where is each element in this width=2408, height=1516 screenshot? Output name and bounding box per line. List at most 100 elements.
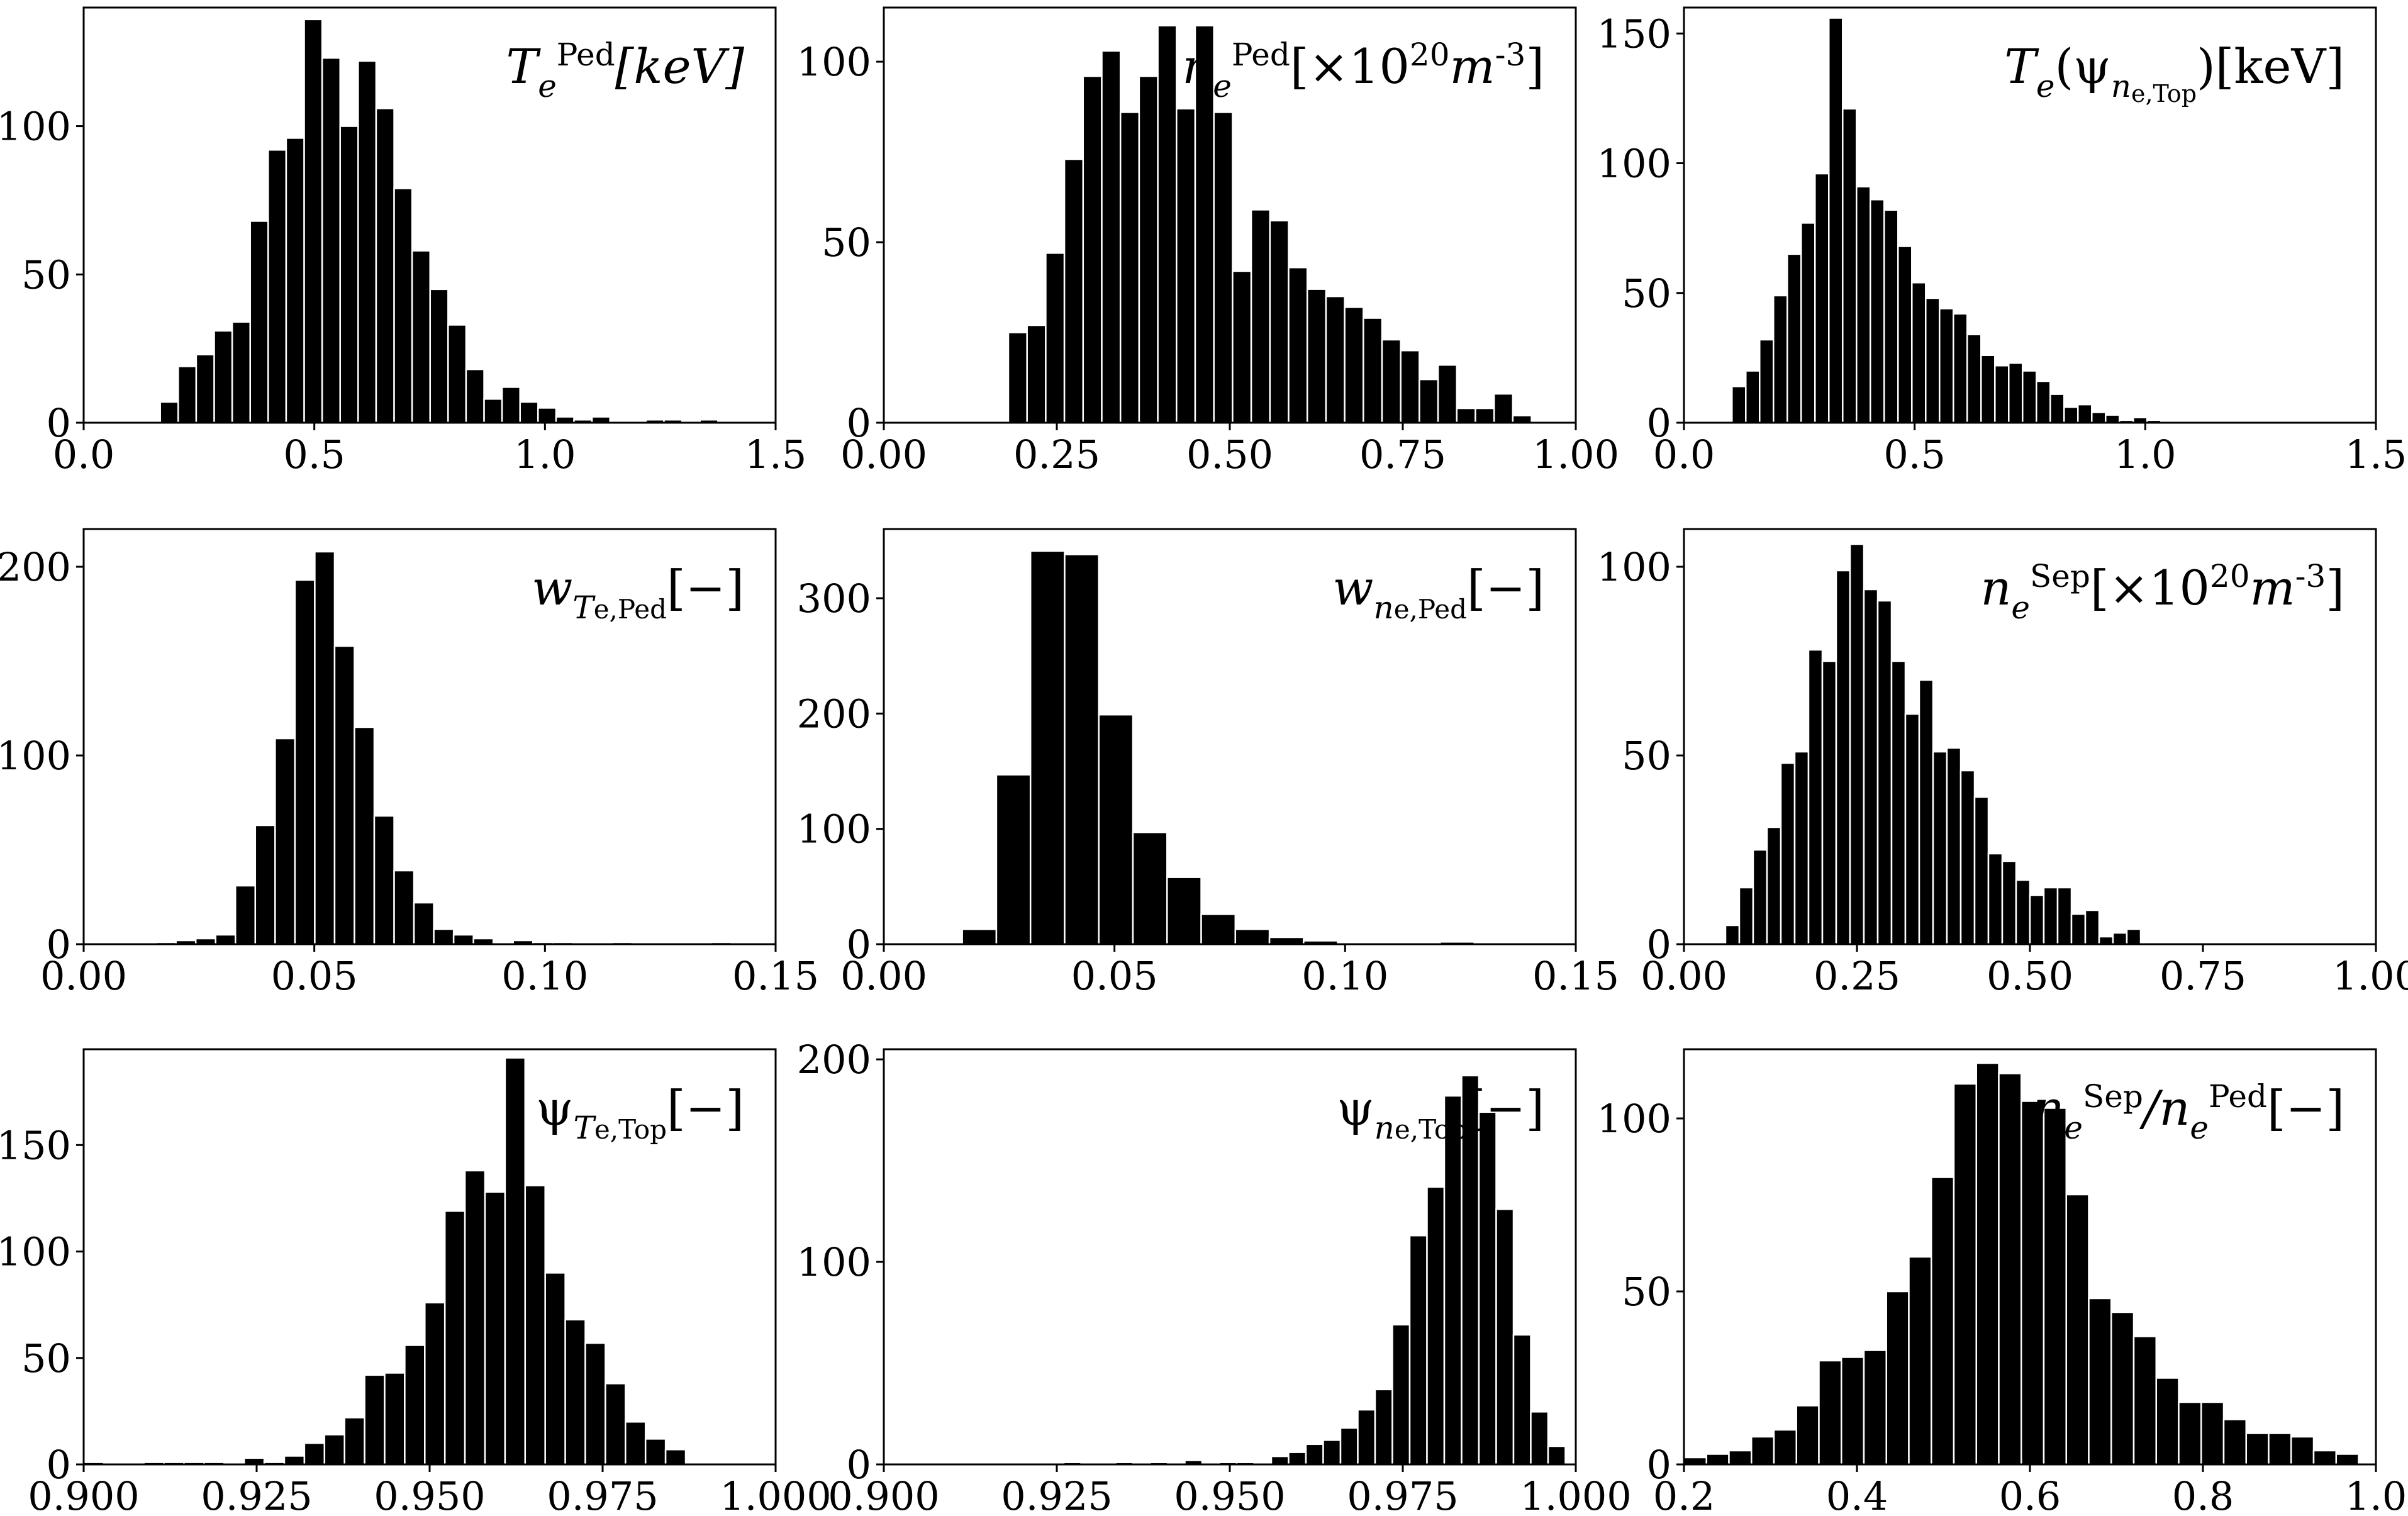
histogram-bar — [1268, 936, 1305, 945]
histogram-bar — [2110, 1311, 2135, 1466]
histogram-bar — [1166, 876, 1202, 945]
histogram-bar — [2084, 909, 2100, 945]
histogram-bar — [1029, 550, 1066, 945]
histogram-bar — [1512, 415, 1532, 424]
histogram-bar — [564, 1318, 586, 1466]
histogram-bar — [1939, 308, 1954, 424]
histogram-bar — [424, 1301, 446, 1466]
y-tick-label: 100 — [797, 39, 871, 85]
x-tick-label: 1.0 — [2114, 432, 2177, 477]
x-tick-label: 0.05 — [271, 953, 358, 999]
histogram-bar — [2268, 1432, 2292, 1466]
histogram-bar — [2335, 1453, 2360, 1466]
histogram-bar — [1876, 599, 1893, 945]
histogram-bar — [1828, 17, 1844, 424]
y-tick-label: 100 — [1597, 1096, 1671, 1142]
histogram-bar — [1101, 50, 1122, 424]
histogram-bar — [2200, 1401, 2225, 1466]
histogram-bar — [483, 398, 503, 424]
histogram-bar — [1759, 338, 1775, 424]
x-tick-label: 0.925 — [1001, 1473, 1113, 1516]
histogram-bar — [195, 354, 215, 424]
panel-title: TePed[keV] — [506, 36, 744, 104]
histogram-bar — [357, 60, 377, 424]
y-tick-label: 0 — [1647, 1442, 1671, 1488]
y-tick-label: 200 — [797, 691, 871, 737]
histogram-bar — [1766, 826, 1782, 945]
y-tick-label: 50 — [21, 1335, 71, 1381]
histogram-bar — [501, 386, 521, 424]
histogram-bar — [1495, 1208, 1515, 1466]
histogram-bar — [339, 125, 359, 424]
axes-frame — [82, 6, 777, 424]
histogram-bar — [1897, 245, 1913, 424]
x-tick-label: 1.00 — [2333, 953, 2408, 999]
histogram-bar — [1381, 338, 1402, 424]
histogram-bar — [447, 324, 467, 424]
histogram-bar — [1842, 108, 1858, 424]
panel-title: neSep/nePed[−] — [2033, 1078, 2344, 1146]
histogram-bar — [1849, 543, 1865, 945]
histogram-bar — [235, 884, 257, 945]
y-tick-label: 200 — [0, 544, 71, 590]
histogram-bar — [1443, 1095, 1463, 1466]
panel-title: Te(ψne,Top)[keV] — [2004, 38, 2344, 108]
histogram-bar — [2021, 1100, 2045, 1466]
histogram-panel-5: 0.00 0.05 0.10 0.15 0 100 200 300 wne,Ped[−] — [797, 528, 1619, 999]
x-tick-label: 0.0 — [1653, 432, 1715, 477]
histogram-bar — [1098, 713, 1134, 945]
histogram-bar — [267, 149, 287, 424]
histogram-bar — [1773, 1429, 1797, 1466]
x-tick-label: 0.5 — [1883, 432, 1946, 477]
histogram-bar — [364, 1374, 386, 1466]
panel-title: wne,Ped[−] — [1332, 560, 1544, 626]
histogram-bar — [303, 1442, 326, 1466]
y-tick-label: 100 — [0, 733, 71, 779]
histogram-bar — [1856, 186, 1871, 424]
histogram-bar — [1980, 354, 1996, 424]
x-tick-label: 0.00 — [40, 953, 127, 999]
histogram-bar — [1288, 266, 1308, 424]
y-tick-label: 0 — [1647, 400, 1671, 446]
histogram-bar — [2245, 1432, 2270, 1466]
histogram-bar — [294, 579, 316, 945]
histogram-bar — [1683, 1456, 1707, 1466]
panel-title: ψne,Top[−] — [1337, 1080, 1544, 1146]
histogram-panel-1: 0.0 0.5 1.0 1.5 0 50 100 TePed[keV] — [0, 6, 806, 477]
histogram-bar — [1786, 253, 1802, 424]
histogram-bar — [1270, 1455, 1290, 1466]
histogram-bar — [2001, 860, 2017, 945]
histogram-bar — [323, 1434, 345, 1466]
histogram-bar — [393, 869, 415, 945]
histogram-bar — [1132, 831, 1168, 945]
y-tick-label: 100 — [0, 1229, 71, 1275]
histogram-bar — [1426, 1186, 1446, 1466]
histogram-bar — [1157, 25, 1178, 424]
histogram-bar — [519, 401, 539, 424]
histogram-bar — [2043, 1107, 2067, 1466]
histogram-bar — [384, 1372, 406, 1466]
histogram-bar — [1339, 1427, 1359, 1466]
histogram-bar — [213, 330, 233, 424]
histogram-panel-2: 0.00 0.25 0.50 0.75 1.00 0 50 100 nePed[×1020m-3… — [797, 6, 1619, 477]
x-tick-label: 0.00 — [840, 432, 927, 477]
histogram-bar — [2222, 1418, 2247, 1466]
histogram-bar — [524, 1184, 546, 1466]
histogram-bar — [1973, 796, 1990, 945]
x-tick-label: 1.000 — [1520, 1473, 1632, 1516]
histogram-bar — [1728, 1449, 1753, 1466]
histogram-bar — [283, 1455, 306, 1466]
histogram-bar — [1885, 1290, 1910, 1466]
histogram-bar — [2312, 1449, 2337, 1466]
histogram-bar — [484, 1191, 506, 1466]
axes-frame — [1683, 6, 2377, 424]
histogram-bar — [1064, 554, 1100, 945]
x-tick-label: 0.925 — [201, 1473, 313, 1516]
histogram-panel-3: 0.0 0.5 1.0 1.5 0 50 100 150 Te(ψne,Top)[keV] — [1597, 6, 2407, 477]
histogram-bar — [1908, 1256, 1932, 1466]
histogram-bar — [393, 187, 413, 424]
x-tick-label: 1.0 — [2345, 1473, 2407, 1516]
histogram-bar — [1305, 1443, 1324, 1466]
x-tick-label: 0.10 — [1302, 953, 1388, 999]
y-tick-label: 100 — [1597, 141, 1671, 187]
